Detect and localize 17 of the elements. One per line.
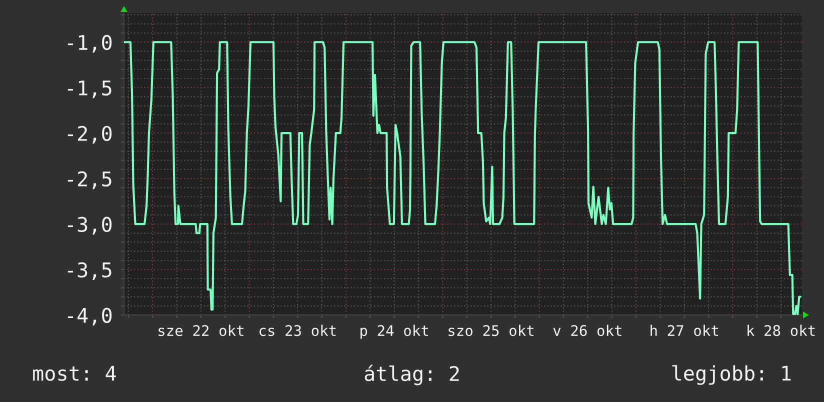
x-tick-label: cs 23 okt (260, 324, 336, 336)
text: legjobb: 1 (672, 365, 791, 385)
x-tick-label: szo 25 okt (448, 324, 534, 336)
x-tick-label: p 24 okt (360, 324, 428, 339)
y-tick-label: -3,0 (68, 216, 112, 235)
text: átlag: 2 (364, 364, 459, 386)
y-tick-label: -2,5 (68, 171, 112, 190)
text: most: 4 (33, 366, 116, 381)
y-tick-label: -3,5 (68, 262, 112, 280)
y-tick-label: -1,5 (68, 80, 112, 98)
x-tick-label: k 28 okt (748, 324, 815, 336)
x-tick-label: h 27 okt (650, 324, 718, 336)
y-tick-label: -1,0 (68, 34, 112, 53)
x-tick-label: sze 22 okt (158, 324, 244, 336)
x-tick-label: v 26 okt (553, 324, 622, 336)
y-tick-label: -2,0 (68, 126, 112, 144)
y-tick-label: -4,0 (68, 308, 112, 326)
